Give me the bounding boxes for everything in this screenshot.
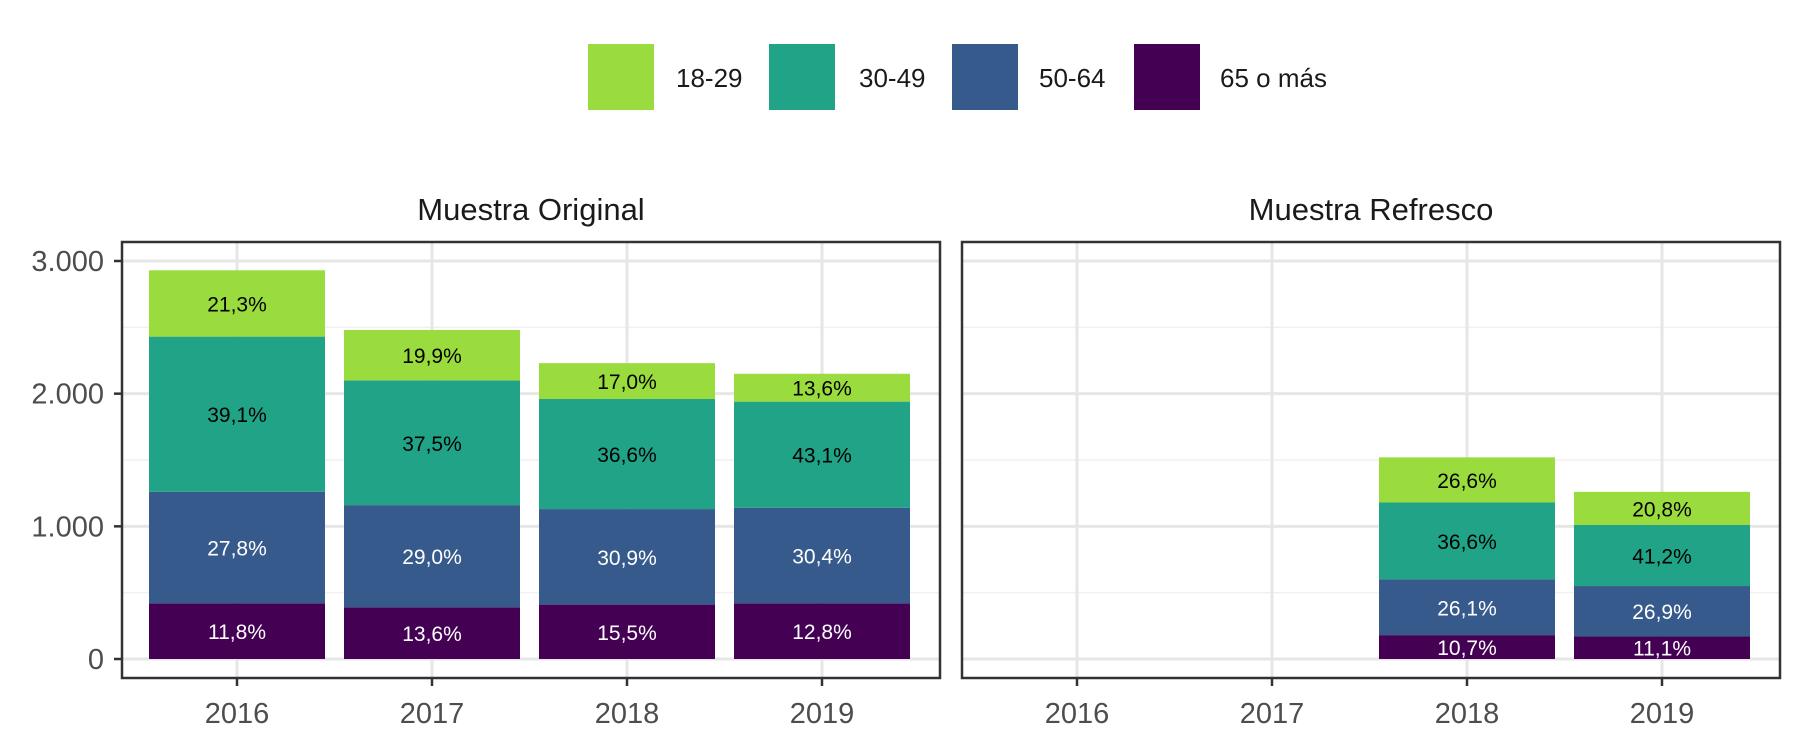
- bar-p1-50-64-2018: [539, 509, 715, 605]
- bar-label: 41,2%: [1632, 546, 1692, 569]
- bar-label: 29,0%: [402, 546, 462, 569]
- legend-key-4: [1134, 44, 1200, 110]
- panel-border: [960, 240, 1782, 680]
- bar-p2-50-64-2019: [1574, 586, 1750, 637]
- x-tick-label: 2016: [205, 698, 270, 730]
- bar-p2-50-64-2018: [1379, 579, 1555, 636]
- bar-p2-30-49-2018: [1379, 502, 1555, 580]
- bar-p1-65-o-m-s-2017: [344, 607, 520, 659]
- bar-p1-65-o-m-s-2018: [539, 604, 715, 659]
- bar-p1-18-29-2018: [539, 363, 715, 399]
- y-tick-label: 1.000: [31, 511, 104, 543]
- bar-label: 19,9%: [402, 345, 462, 368]
- bar-label: 11,8%: [208, 621, 266, 644]
- x-tick-label: 2018: [595, 698, 660, 730]
- bar-label: 37,5%: [402, 433, 462, 456]
- bar-p1-30-49-2019: [734, 401, 910, 508]
- bar-label: 26,6%: [1437, 470, 1497, 493]
- bar-label: 15,5%: [597, 622, 657, 645]
- bar-label: 26,9%: [1632, 601, 1692, 624]
- bar-label: 11,1%: [1633, 638, 1691, 661]
- bar-p2-65-o-m-s-2018: [1379, 635, 1555, 659]
- y-tick-label: 3.000: [31, 246, 104, 278]
- bar-label: 13,6%: [792, 378, 852, 401]
- bar-p1-30-49-2018: [539, 398, 715, 510]
- bar-p1-50-64-2016: [149, 491, 325, 604]
- bar-label: 10,7%: [1437, 637, 1497, 660]
- bar-p1-30-49-2016: [149, 336, 325, 492]
- legend-key-1: [588, 44, 654, 110]
- panel-title-1: Muestra Original: [417, 192, 644, 227]
- x-tick-label: 2019: [790, 698, 855, 730]
- bar-label: 13,6%: [402, 623, 462, 646]
- x-tick-label: 2018: [1435, 698, 1500, 730]
- bar-p1-18-29-2017: [344, 329, 520, 381]
- bar-label: 26,1%: [1437, 597, 1497, 620]
- legend-label-3: 50-64: [1039, 63, 1106, 93]
- legend-label-4: 65 o más: [1220, 63, 1327, 93]
- bar-p1-18-29-2019: [734, 373, 910, 402]
- panel-title-2: Muestra Refresco: [1249, 192, 1494, 227]
- bar-p2-65-o-m-s-2019: [1574, 636, 1750, 659]
- bar-label: 43,1%: [792, 445, 852, 468]
- legend-label-1: 18-29: [676, 63, 743, 93]
- bar-label: 36,6%: [597, 444, 657, 467]
- bar-label: 12,8%: [792, 621, 852, 644]
- bar-p1-50-64-2019: [734, 507, 910, 604]
- bar-p2-18-29-2019: [1574, 491, 1750, 526]
- x-tick-label: 2017: [400, 698, 465, 730]
- legend-label-2: 30-49: [859, 63, 926, 93]
- bar-label: 21,3%: [207, 293, 267, 316]
- legend-key-3: [952, 44, 1018, 110]
- bar-p2-18-29-2018: [1379, 457, 1555, 503]
- bar-label: 30,9%: [597, 547, 657, 570]
- bar-p1-18-29-2016: [149, 270, 325, 337]
- bar-label: 36,6%: [1437, 531, 1497, 554]
- x-tick-label: 2017: [1240, 698, 1305, 730]
- bar-p1-65-o-m-s-2019: [734, 603, 910, 659]
- bar-label: 30,4%: [792, 546, 852, 569]
- bar-label: 39,1%: [207, 404, 267, 427]
- panel-border: [120, 240, 942, 680]
- legend-key-2: [769, 44, 835, 110]
- bar-label: 17,0%: [597, 371, 657, 394]
- bar-label: 20,8%: [1632, 498, 1692, 521]
- y-tick-label: 2.000: [31, 379, 104, 411]
- y-tick-label: 0: [88, 644, 104, 676]
- bar-p1-30-49-2017: [344, 380, 520, 506]
- x-tick-label: 2016: [1045, 698, 1110, 730]
- bar-p1-65-o-m-s-2016: [149, 603, 325, 659]
- x-tick-label: 2019: [1630, 698, 1695, 730]
- bar-p2-30-49-2019: [1574, 525, 1750, 587]
- bar-p1-50-64-2017: [344, 505, 520, 608]
- bar-label: 27,8%: [207, 538, 267, 561]
